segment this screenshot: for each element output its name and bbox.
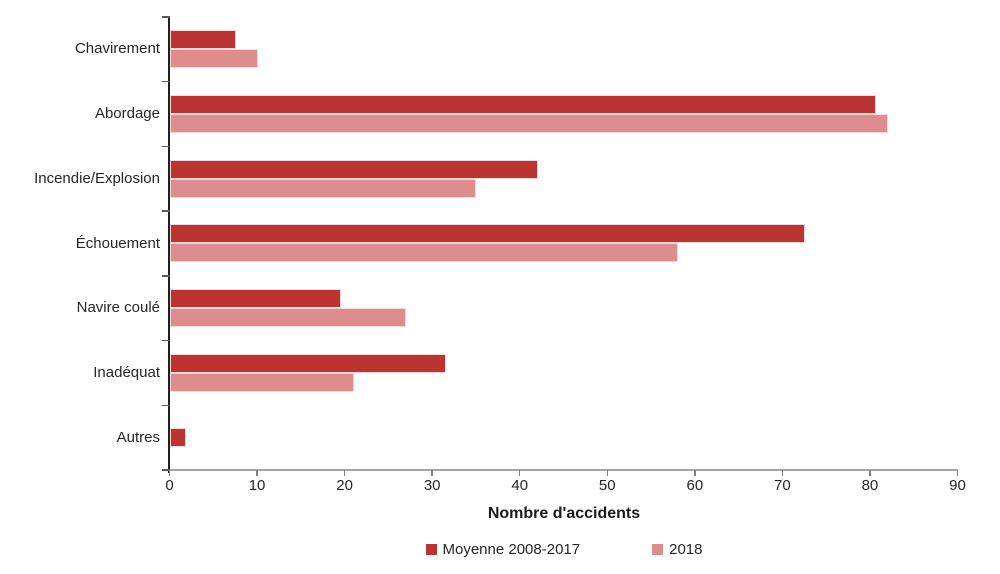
bar-autres-moyenne-2008-2017 <box>170 428 186 448</box>
y-axis-line <box>168 16 170 473</box>
bar-echouement-moyenne-2008-2017 <box>170 224 805 244</box>
x-axis-title: Nombre d'accidents <box>487 505 641 522</box>
category-row-navire-coule <box>170 276 958 341</box>
category-row-echouement <box>170 211 958 276</box>
category-label-navire-coule: Navire coulé <box>76 299 160 317</box>
x-axis-tick-80 <box>869 470 871 476</box>
x-axis-line <box>169 469 958 471</box>
x-axis-tick-label-20: 20 <box>336 477 353 494</box>
bar-chavirement-2018 <box>170 49 258 69</box>
category-row-abordage <box>170 82 958 147</box>
bar-incendie-explosion-moyenne-2008-2017 <box>170 159 538 179</box>
x-axis-tick-90 <box>956 470 959 476</box>
x-axis-tick-label-40: 40 <box>511 477 529 494</box>
category-label-inadequat: Inadéquat <box>93 363 160 381</box>
x-axis-tick-label-70: 70 <box>774 477 791 494</box>
category-label-echouement: Échouement <box>75 234 160 252</box>
legend-swatch-icon <box>425 544 437 555</box>
x-axis-tick-20 <box>343 470 346 476</box>
bar-abordage-2018 <box>170 114 888 134</box>
y-axis-tick <box>162 210 170 212</box>
legend-label: Moyenne 2008-2017 <box>442 541 581 558</box>
legend-swatch-icon <box>652 544 664 555</box>
x-axis-tick-30 <box>431 470 433 476</box>
bar-echouement-2018 <box>170 243 678 263</box>
y-axis-tick <box>162 339 170 342</box>
category-label-incendie-explosion: Incendie/Explosion <box>34 169 160 187</box>
bar-navire-coule-2018 <box>170 308 407 328</box>
bar-navire-coule-moyenne-2008-2017 <box>170 289 341 309</box>
x-axis-tick-10 <box>256 470 258 476</box>
category-label-chavirement: Chavirement <box>74 40 160 58</box>
y-axis-tick <box>162 469 170 471</box>
bar-incendie-explosion-2018 <box>170 178 477 198</box>
category-row-autres <box>170 405 958 470</box>
y-axis-tick <box>162 275 170 277</box>
bar-inadequat-2018 <box>170 372 354 392</box>
x-axis-tick-label-0: 0 <box>165 477 174 494</box>
category-row-chavirement <box>170 17 958 82</box>
category-row-inadequat <box>170 341 958 406</box>
x-axis-tick-label-50: 50 <box>598 477 616 494</box>
y-axis-tick <box>162 80 170 83</box>
y-axis-tick <box>162 16 170 18</box>
x-axis-tick-label-60: 60 <box>686 477 704 494</box>
y-axis-tick <box>162 404 170 407</box>
category-row-incendie-explosion <box>170 146 958 211</box>
x-axis-tick-40 <box>518 470 521 476</box>
category-label-abordage: Abordage <box>94 105 160 123</box>
bar-inadequat-moyenne-2008-2017 <box>170 353 446 373</box>
y-axis-tick <box>162 145 170 148</box>
bar-chavirement-moyenne-2008-2017 <box>170 30 236 50</box>
x-axis-tick-60 <box>694 470 696 476</box>
x-axis-tick-label-30: 30 <box>423 477 441 494</box>
x-axis-tick-70 <box>781 470 784 476</box>
legend-item-2018: 2018 <box>652 541 702 558</box>
x-axis-tick-label-80: 80 <box>861 477 879 494</box>
category-label-autres: Autres <box>116 428 160 446</box>
x-axis-tick-0 <box>168 470 171 476</box>
x-axis-tick-label-90: 90 <box>949 477 966 494</box>
legend: Moyenne 2008-2017 2018 <box>170 541 958 558</box>
x-axis-tick-50 <box>606 470 609 476</box>
x-axis-tick-label-10: 10 <box>248 477 266 494</box>
legend-label: 2018 <box>669 541 703 558</box>
legend-item-moyenne-2008-2017: Moyenne 2008-2017 <box>425 541 581 558</box>
bar-abordage-moyenne-2008-2017 <box>170 95 876 115</box>
